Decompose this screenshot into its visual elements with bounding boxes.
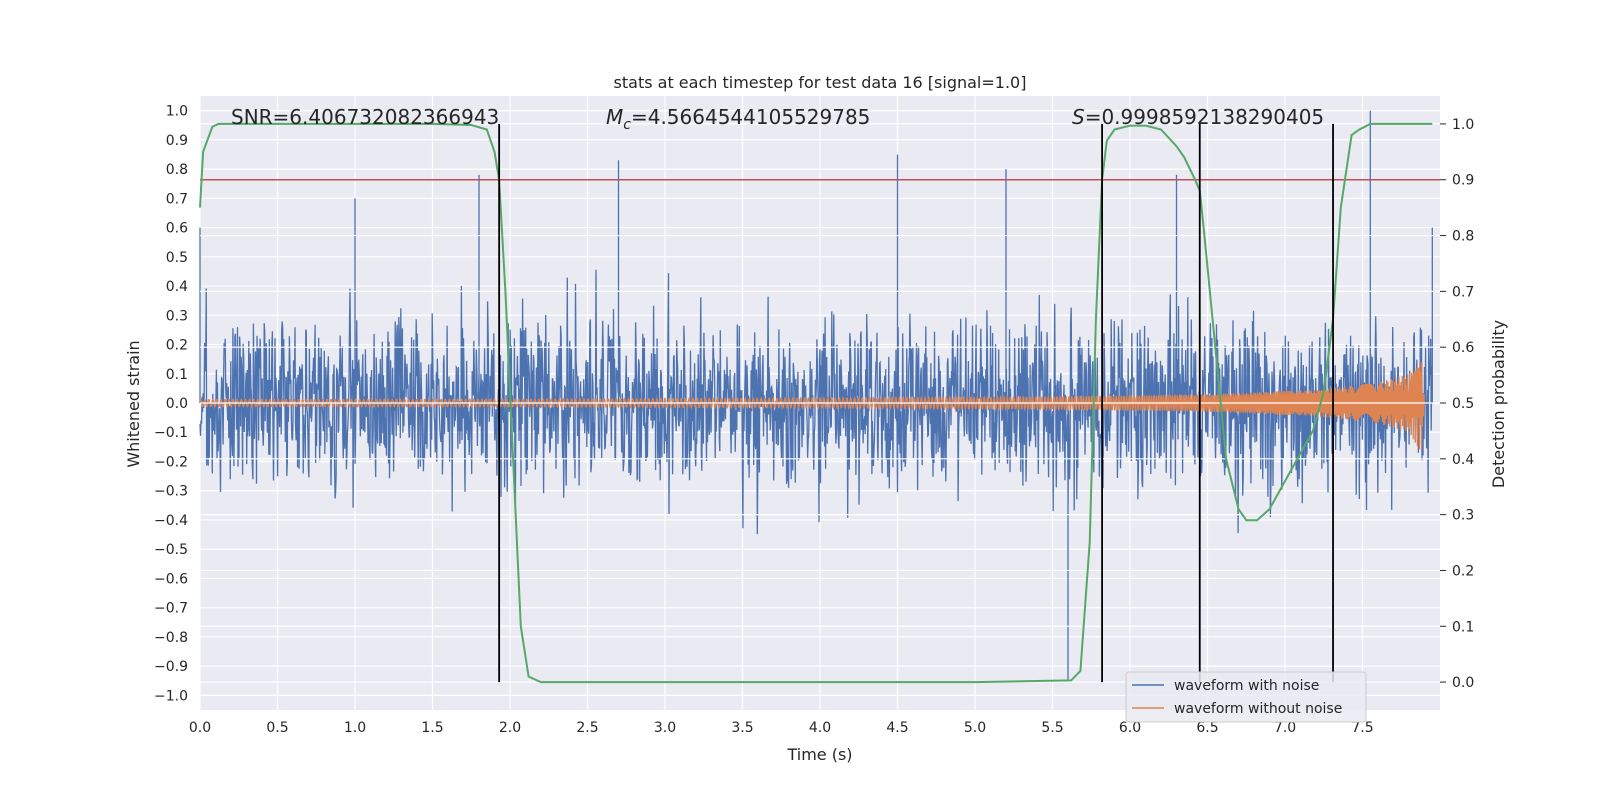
y2-tick-label: 0.2 [1452,563,1474,579]
series-waveform-without-noise [199,361,1433,450]
x-tick-label: 3.5 [731,720,753,736]
s-symbol: S [1072,105,1085,129]
y2-tick-label: 1.0 [1452,117,1474,133]
y-tick-label: −0.1 [154,425,188,441]
x-tick-label: 7.5 [1351,720,1373,736]
y2-tick-label: 0.0 [1452,675,1474,691]
series-waveform-with-noise [199,110,1433,681]
y-tick-label: −0.7 [154,601,188,617]
y-tick-label: 0.3 [166,308,188,324]
y-tick-label: 0.8 [166,162,188,178]
y2-tick-label: 0.6 [1452,340,1474,356]
s-value: =0.9998592138290405 [1085,105,1324,129]
chart-title: stats at each timestep for test data 16 … [614,73,1027,92]
x-tick-label: 6.5 [1196,720,1218,736]
y-tick-label: 0.5 [166,250,188,266]
chirp-mass-value: =4.5664544105529785 [631,105,870,129]
y2-tick-label: 0.3 [1452,508,1474,524]
legend: waveform with noise waveform without noi… [1125,671,1367,723]
chirp-mass-symbol: M [606,105,623,129]
y2-tick-label: 0.7 [1452,284,1474,300]
chirp-mass-annotation: Mc=4.5664544105529785 [606,105,870,133]
y-tick-label: −0.6 [154,571,188,587]
y-tick-label: 0.7 [166,191,188,207]
legend-label-noise: waveform with noise [1174,678,1319,694]
y-tick-label: 0.4 [166,279,188,295]
y-tick-label: 0.2 [166,338,188,354]
x-tick-label: 7.0 [1274,720,1296,736]
y2-tick-label: 0.8 [1452,229,1474,245]
y-tick-label: −0.8 [154,630,188,646]
x-axis-label: Time (s) [786,745,852,764]
vertical-markers [498,123,1334,683]
s-annotation: S=0.9998592138290405 [1072,105,1324,129]
x-tick-label: 0.0 [189,720,211,736]
x-tick-label: 2.5 [576,720,598,736]
y-axis-label: Whitened strain [124,340,143,467]
y2-tick-label: 0.5 [1452,396,1474,412]
y2-axis-label: Detection probability [1489,320,1508,488]
x-tick-label: 1.0 [344,720,366,736]
y-tick-label: 0.9 [166,133,188,149]
y-tick-label: 0.6 [166,221,188,237]
x-tick-label: 5.5 [1041,720,1063,736]
y-tick-label: −1.0 [154,688,188,704]
axis-ticks: 0.0 0.5 1.0 1.5 2.0 2.5 3.0 3.5 4.0 4.5 5.0 5.5 6.0 6… [154,104,1474,736]
y-tick-label: −0.4 [154,513,188,529]
x-tick-label: 4.0 [809,720,831,736]
x-tick-label: 0.5 [266,720,288,736]
y-tick-label: 0.1 [166,367,188,383]
x-tick-label: 1.5 [421,720,443,736]
legend-label-clean: waveform without noise [1174,701,1342,717]
y-tick-label: 1.0 [166,104,188,120]
legend-box [1125,671,1367,723]
noise-line [199,110,1433,681]
y2-tick-label: 0.1 [1452,619,1474,635]
series-detection-probability [199,122,1433,684]
y-tick-label: 0.0 [166,396,188,412]
y2-tick-label: 0.9 [1452,173,1474,189]
probability-line [199,122,1433,684]
y-tick-label: −0.3 [154,484,188,500]
y2-tick-label: 0.4 [1452,452,1474,468]
chirp-mass-subscript: c [623,117,631,133]
y-tick-label: −0.9 [154,659,188,675]
y-tick-label: −0.2 [154,454,188,470]
snr-annotation: SNR=6.406732082366943 [231,105,499,129]
clean-line [199,361,1433,450]
x-tick-label: 4.5 [886,720,908,736]
x-tick-label: 5.0 [964,720,986,736]
x-tick-label: 6.0 [1119,720,1141,736]
y-tick-label: −0.5 [154,542,188,558]
x-tick-label: 2.0 [499,720,521,736]
x-tick-label: 3.0 [654,720,676,736]
